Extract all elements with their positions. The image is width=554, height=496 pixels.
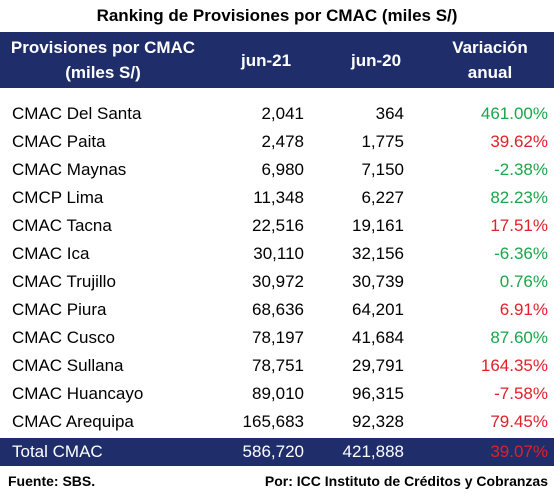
row-variacion: 0.76% <box>499 272 548 291</box>
row-jun20: 32,156 <box>352 244 404 263</box>
total-variacion: 39.07% <box>490 442 548 461</box>
header-variacion: Variación anual <box>426 32 554 88</box>
row-jun20: 41,684 <box>352 328 404 347</box>
row-name: CMAC Del Santa <box>12 104 142 123</box>
table-row: CMAC Arequipa 165,683 92,328 79.45% <box>0 408 554 436</box>
credit-note: Por: ICC Instituto de Créditos y Cobranz… <box>264 473 548 489</box>
table-row: CMAC Ica 30,110 32,156 -6.36% <box>0 240 554 268</box>
row-variacion: 39.62% <box>490 132 548 151</box>
table-row: CMAC Del Santa 2,041 364 461.00% <box>0 100 554 128</box>
source-note: Fuente: SBS. <box>8 473 96 489</box>
row-name: CMAC Maynas <box>12 160 127 179</box>
total-name: Total CMAC <box>12 442 103 461</box>
header-spacer <box>0 88 554 100</box>
header-provisiones-line1: Provisiones por CMAC <box>10 38 196 57</box>
row-jun21: 78,751 <box>252 356 304 375</box>
row-name: CMAC Paita <box>12 132 106 151</box>
header-variacion-line2: anual <box>467 63 513 82</box>
row-jun21: 165,683 <box>242 412 304 431</box>
row-jun20: 1,775 <box>361 132 404 151</box>
row-jun20: 19,161 <box>352 216 404 235</box>
row-jun20: 364 <box>375 104 404 123</box>
row-jun21: 2,041 <box>261 104 304 123</box>
total-jun20: 421,888 <box>342 442 404 461</box>
row-name: CMAC Trujillo <box>12 272 116 291</box>
row-name: CMAC Ica <box>12 244 90 263</box>
row-jun21: 22,516 <box>252 216 304 235</box>
row-jun20: 96,315 <box>352 384 404 403</box>
row-jun21: 2,478 <box>261 132 304 151</box>
header-provisiones: Provisiones por CMAC (miles S/) <box>0 32 206 88</box>
table-row: CMAC Tacna 22,516 19,161 17.51% <box>0 212 554 240</box>
row-name: CMAC Tacna <box>12 216 112 235</box>
row-jun21: 6,980 <box>261 160 304 179</box>
row-variacion: 82.23% <box>490 188 548 207</box>
row-jun21: 89,010 <box>252 384 304 403</box>
row-jun20: 92,328 <box>352 412 404 431</box>
row-name: CMAC Arequipa <box>12 412 134 431</box>
row-variacion: 461.00% <box>480 104 548 123</box>
row-variacion: 164.35% <box>480 356 548 375</box>
row-variacion: -7.58% <box>494 384 548 403</box>
row-variacion: 79.45% <box>490 412 548 431</box>
row-jun21: 30,972 <box>252 272 304 291</box>
table-row: CMAC Paita 2,478 1,775 39.62% <box>0 128 554 156</box>
row-jun21: 11,348 <box>253 188 304 207</box>
header-jun21: jun-21 <box>240 50 292 70</box>
table-header: Provisiones por CMAC (miles S/) jun-21 j… <box>0 32 554 88</box>
row-name: CMAC Huancayo <box>12 384 144 403</box>
row-jun21: 68,636 <box>252 300 304 319</box>
total-jun21: 586,720 <box>242 442 304 461</box>
table-body: CMAC Del Santa 2,041 364 461.00% CMAC Paita… <box>0 100 554 436</box>
row-name: CMCP Lima <box>12 188 104 207</box>
row-jun20: 7,150 <box>361 160 404 179</box>
row-name: CMAC Piura <box>12 300 107 319</box>
row-jun21: 30,110 <box>253 244 304 263</box>
table-row: CMAC Sullana 78,751 29,791 164.35% <box>0 352 554 380</box>
row-variacion: 87.60% <box>490 328 548 347</box>
row-variacion: -6.36% <box>494 244 548 263</box>
row-variacion: 17.51% <box>490 216 548 235</box>
footer: Fuente: SBS. Por: ICC Instituto de Crédi… <box>0 466 554 496</box>
table-row: CMCP Lima 11,348 6,227 82.23% <box>0 184 554 212</box>
total-row: Total CMAC 586,720 421,888 39.07% <box>0 438 554 466</box>
table-row: CMAC Maynas 6,980 7,150 -2.38% <box>0 156 554 184</box>
row-variacion: 6.91% <box>499 300 548 319</box>
row-name: CMAC Cusco <box>12 328 115 347</box>
header-provisiones-line2: (miles S/) <box>65 63 141 82</box>
header-variacion-line1: Variación <box>452 38 528 57</box>
table-title: Ranking de Provisiones por CMAC (miles S… <box>96 6 458 25</box>
row-variacion: -2.38% <box>494 160 548 179</box>
table-row: CMAC Piura 68,636 64,201 6.91% <box>0 296 554 324</box>
header-jun20: jun-20 <box>350 50 402 70</box>
table-row: CMAC Trujillo 30,972 30,739 0.76% <box>0 268 554 296</box>
row-jun20: 64,201 <box>352 300 404 319</box>
row-jun20: 29,791 <box>352 356 404 375</box>
row-jun20: 30,739 <box>352 272 404 291</box>
row-name: CMAC Sullana <box>12 356 124 375</box>
row-jun20: 6,227 <box>361 188 404 207</box>
table-row: CMAC Huancayo 89,010 96,315 -7.58% <box>0 380 554 408</box>
row-jun21: 78,197 <box>252 328 304 347</box>
table-row: CMAC Cusco 78,197 41,684 87.60% <box>0 324 554 352</box>
